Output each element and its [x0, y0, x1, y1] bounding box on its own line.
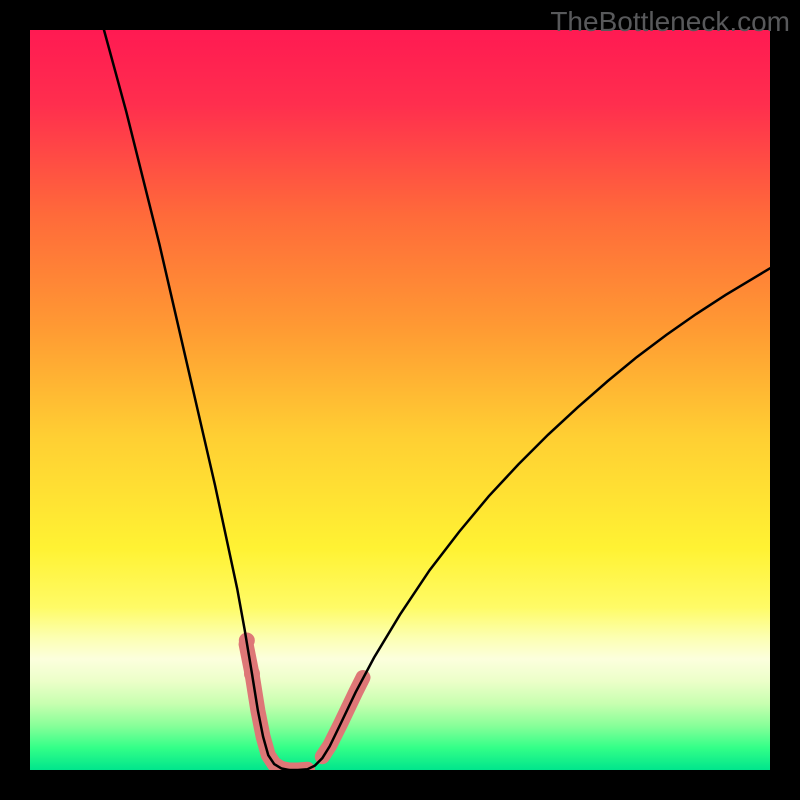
- curves-layer: [30, 30, 770, 770]
- left-curve: [104, 30, 289, 770]
- highlight-segment: [246, 644, 307, 770]
- watermark-text: TheBottleneck.com: [550, 6, 790, 38]
- chart-container: TheBottleneck.com: [0, 0, 800, 800]
